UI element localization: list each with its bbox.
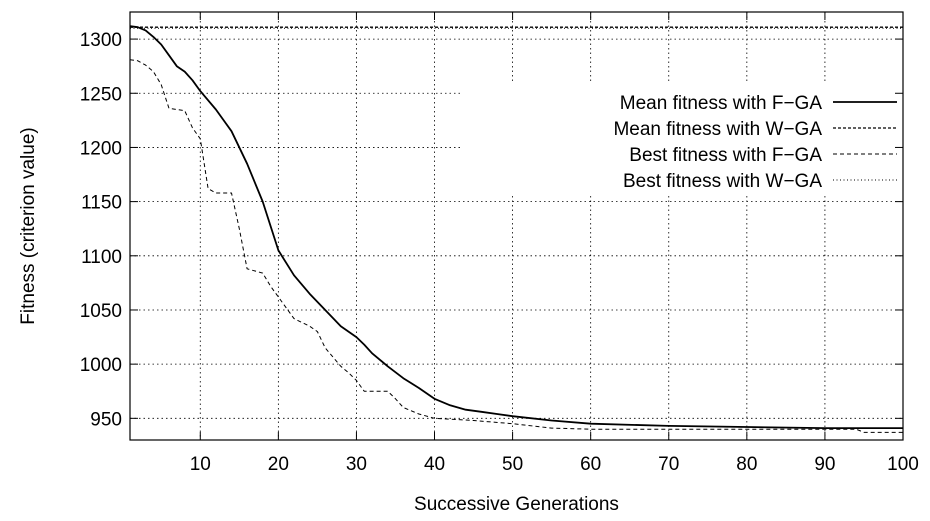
x-tick-label: 90 [814,454,835,475]
y-tick-label: 1050 [80,301,122,322]
x-tick-label: 40 [424,454,445,475]
series-lines [129,25,903,433]
x-axis-label: Successive Generations [414,494,619,515]
plot-frame [129,11,904,441]
y-tick-label: 950 [90,409,122,430]
x-tick-label: 70 [658,454,679,475]
legend: Mean fitness with F−GA Mean fitness with … [613,93,897,192]
x-tick-label: 50 [502,454,523,475]
x-tick-label: 60 [580,454,601,475]
y-tick-label: 1300 [80,30,122,51]
axis-ticks: 10 20 30 40 50 60 70 80 90 100 950 1000 1050 1100 1150… [80,12,919,475]
legend-label-3: Best fitness with F−GA [629,145,822,166]
y-tick-label: 1250 [80,84,122,105]
x-tick-label: 10 [190,454,211,475]
x-tick-label: 20 [268,454,289,475]
series-line-1 [129,25,903,430]
x-tick-label: 100 [887,454,919,475]
x-tick-label: 80 [736,454,757,475]
y-axis-label: Fitness (criterion value) [18,127,39,324]
y-tick-label: 1200 [80,138,122,159]
y-tick-label: 1150 [81,193,122,214]
legend-label-1: Mean fitness with F−GA [620,93,823,114]
y-tick-label: 1100 [81,247,122,268]
legend-label-4: Best fitness with W−GA [623,171,822,192]
legend-label-2: Mean fitness with W−GA [613,119,822,140]
series-line-3 [129,59,903,433]
y-tick-label: 1000 [80,355,122,376]
x-tick-label: 30 [346,454,367,475]
grid-lines [130,12,903,440]
